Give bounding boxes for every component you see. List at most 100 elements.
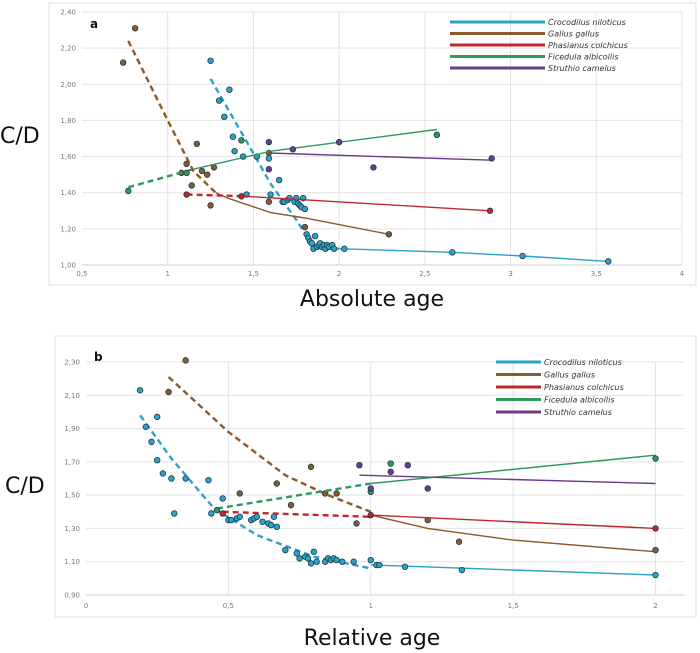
chart-a-struthio-camelus-point <box>265 138 273 146</box>
chart-b-struthio-camelus-point <box>367 485 374 492</box>
chart-b-legend-label-struthio-camelus: Struthio camelus <box>544 408 612 417</box>
chart-b-crocodilus-niloticus-point <box>350 558 357 565</box>
chart-a-y-tick-label: 2,20 <box>60 45 76 53</box>
chart-a-x-tick-label: 1,5 <box>248 270 259 278</box>
chart-a-y-tick-label: 1,20 <box>60 225 76 233</box>
chart-b-x-tick-label: 2 <box>653 602 657 610</box>
chart-a-gallus-gallus-point <box>188 182 195 189</box>
chart-b-gallus-gallus-point <box>236 490 243 497</box>
chart-a-x-tick-label: 2 <box>337 270 341 278</box>
chart-b-gallus-gallus-point <box>322 490 329 497</box>
chart-a-struthio-camelus-point <box>370 164 377 171</box>
chart-b-crocodilus-niloticus-point <box>401 563 409 570</box>
chart-a-crocodilus-niloticus-point <box>341 245 348 252</box>
chart-b-y-tick-label: 1,50 <box>64 492 80 500</box>
chart-b-gallus-gallus-point <box>273 480 280 487</box>
chart-b-x-tick-label: 1 <box>369 602 373 610</box>
chart-a-crocodilus-niloticus-point <box>605 258 612 265</box>
chart-b-crocodilus-niloticus-point <box>136 387 144 394</box>
chart-b-struthio-camelus-point <box>404 461 411 469</box>
chart-b-crocodilus-niloticus-point <box>259 518 266 525</box>
chart-b-crocodilus-niloticus-point <box>333 556 340 564</box>
chart-a-phasianus-colchicus-point <box>183 191 190 198</box>
chart-a-struthio-camelus-point <box>335 138 343 146</box>
chart-a-legend-label-gallus-gallus: Gallus gallus <box>548 30 599 39</box>
chart-b-legend-label-crocodilus-niloticus: Crocodilus niloticus <box>544 358 622 367</box>
chart-a-y-tick-label: 2,40 <box>60 9 76 17</box>
chart-b-gallus-gallus-trend-dashed <box>167 376 372 513</box>
chart-b-struthio-camelus-point <box>387 468 394 476</box>
chart-a-struthio-camelus-point <box>289 146 297 153</box>
chart-b-ficedula-albicollis-trend-dashed <box>216 482 371 510</box>
chart-a-x-tick-label: 1 <box>165 270 169 278</box>
chart-a-struthio-camelus-trend-solid <box>268 152 492 161</box>
chart-b-struthio-camelus-point <box>356 461 363 469</box>
chart-a-y-tick-label: 1,00 <box>60 262 76 270</box>
chart-b-crocodilus-niloticus-trend-solid <box>370 564 656 576</box>
chart-a-crocodilus-niloticus-point <box>265 155 273 162</box>
chart-b-crocodilus-niloticus-point <box>208 510 215 517</box>
chart-a-ficedula-albicollis-trend-solid <box>193 128 437 170</box>
chart-b-crocodilus-niloticus-point <box>273 523 280 530</box>
chart-a-crocodilus-niloticus-point <box>301 205 309 213</box>
chart-b-crocodilus-niloticus-point <box>236 513 243 520</box>
chart-b-crocodilus-niloticus-point <box>296 555 303 562</box>
chart-a-crocodilus-niloticus-point <box>311 232 319 240</box>
chart-b-crocodilus-niloticus-point <box>153 456 161 464</box>
chart-a-crocodilus-niloticus-point <box>231 147 238 155</box>
chart-a-crocodilus-niloticus-point <box>267 191 274 198</box>
chart-b-gallus-gallus-point <box>165 388 172 396</box>
chart-b-crocodilus-niloticus-point <box>168 475 175 482</box>
chart-a-crocodilus-niloticus-point <box>215 97 223 104</box>
chart-b-y-tick-label: 1,30 <box>64 525 80 533</box>
chart-b-ficedula-albicollis-point <box>213 506 221 514</box>
chart-b-gallus-gallus-point <box>182 357 189 364</box>
chart-a-gallus-gallus-point <box>193 140 201 148</box>
chart-b-crocodilus-niloticus-point <box>219 495 226 502</box>
chart-a-gallus-gallus-trend-solid <box>215 192 390 235</box>
chart-b-y-tick-label: 2,30 <box>64 359 80 367</box>
chart-a: 1,00 1,20 1,40 1,60 1,80 2,00 2,20 2,40 0,5 1 1,5 2… <box>60 9 684 279</box>
chart-b-crocodilus-niloticus-point <box>376 561 383 569</box>
chart-b-crocodilus-niloticus-point <box>307 560 315 567</box>
chart-b-gallus-gallus-trend-solid <box>370 514 656 553</box>
chart-b-y-axis-label: C/D <box>5 474 45 499</box>
chart-a-crocodilus-niloticus-point <box>207 57 214 64</box>
chart-a-x-tick-label: 3 <box>508 270 512 278</box>
chart-b-crocodilus-niloticus-point <box>270 513 278 520</box>
chart-b-crocodilus-niloticus-point <box>339 558 346 565</box>
chart-b-crocodilus-niloticus-point <box>458 566 466 574</box>
chart-a-x-tick-label: 2,5 <box>419 270 430 278</box>
chart-b-y-tick-label: 0,90 <box>64 592 80 600</box>
chart-a-gallus-gallus-point <box>207 202 214 209</box>
chart-b-legend-label-ficedula-albicollis: Ficedula albicollis <box>544 396 615 405</box>
chart-a-gallus-gallus-point <box>301 223 309 231</box>
chart-a-gallus-gallus-point <box>203 171 211 178</box>
chart-b-y-tick-label: 1,90 <box>64 425 80 433</box>
chart-b-gallus-gallus-point <box>287 501 295 509</box>
chart-b-x-tick-label: 1,5 <box>508 602 519 610</box>
chart-a-phasianus-colchicus-trend-solid <box>244 195 491 212</box>
chart-a-phasianus-colchicus-point <box>486 207 494 214</box>
chart-b-gallus-gallus-point <box>652 546 659 554</box>
chart-a-crocodilus-niloticus-point <box>519 252 526 260</box>
chart-a-crocodilus-niloticus-point <box>226 86 233 93</box>
chart-b-crocodilus-niloticus-point <box>205 476 212 484</box>
chart-b-crocodilus-niloticus-point <box>293 550 300 557</box>
chart-a-ficedula-albicollis-trend-dashed <box>127 168 194 189</box>
chart-a-x-tick-label: 3,5 <box>591 270 602 278</box>
chart-b-gallus-gallus-point <box>333 490 340 497</box>
chart-b-crocodilus-niloticus-point <box>282 546 289 554</box>
chart-b-phasianus-colchicus-trend-dashed <box>222 510 371 518</box>
chart-a-gallus-gallus-point <box>183 160 190 167</box>
chart-a-y-tick-label: 1,80 <box>60 117 76 125</box>
chart-a-gallus-gallus-point <box>119 59 127 66</box>
chart-a-ficedula-albicollis-point <box>125 187 132 195</box>
chart-a-x-tick-label: 4 <box>680 270 685 278</box>
chart-b: 0,90 1,10 1,30 1,50 1,70 1,90 2,10 2,30 0 0,5 1 1,5… <box>64 357 684 610</box>
chart-a-gallus-gallus-trend-dashed <box>127 40 217 194</box>
chart-a-crocodilus-niloticus-point <box>275 176 283 184</box>
chart-a-gallus-gallus-point <box>131 25 139 32</box>
chart-a-phasianus-colchicus-point <box>238 193 245 200</box>
chart-a-legend-label-ficedula-albicollis: Ficedula albicollis <box>548 53 619 62</box>
